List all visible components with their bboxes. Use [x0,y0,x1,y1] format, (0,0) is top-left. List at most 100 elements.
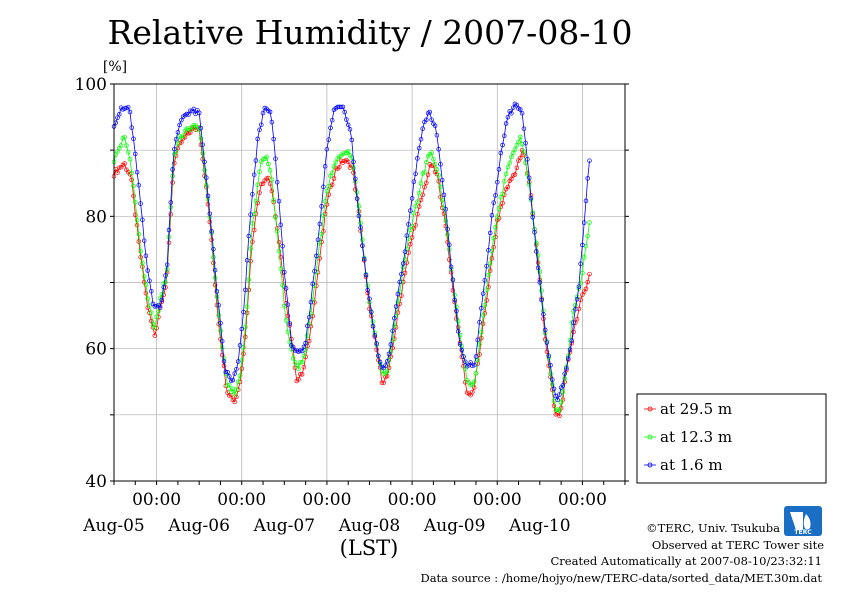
data-point [424,180,429,186]
data-point [243,324,248,330]
data-point [395,310,401,315]
data-point [532,230,537,235]
data-point [386,365,392,371]
source-text: Data source : /home/hojyo/new/TERC-data/… [420,571,822,585]
data-point [388,342,394,347]
data-point [149,318,154,324]
x-tick-date-label: Aug-08 [338,516,400,536]
data-point [562,371,567,376]
data-point [232,392,237,397]
data-point [479,335,484,341]
data-point [202,159,207,165]
data-point [539,297,544,303]
data-point [237,373,243,378]
data-point [422,184,427,190]
legend-swatch-marker [647,462,653,468]
data-point [299,348,305,354]
data-point [241,344,246,350]
data-point [523,140,528,146]
data-point [585,233,590,239]
terc-logo: TERC [784,506,822,536]
data-point [321,213,326,218]
data-point [175,141,181,146]
data-point [434,167,440,172]
data-point [583,286,589,292]
data-point [184,111,189,117]
data-point [188,130,193,135]
data-point [438,162,443,167]
legend-swatch-marker [647,406,653,412]
data-point [500,191,505,197]
data-point [434,132,440,138]
data-point [544,340,550,345]
data-point [337,164,342,170]
data-point [212,275,218,280]
data-point [227,382,232,388]
data-point [390,345,395,351]
data-point [305,333,310,338]
data-point [283,286,289,291]
data-point [473,371,479,376]
data-point [356,213,362,219]
data-point [487,268,493,273]
y-axis: 40 60 80 100 [75,75,629,492]
data-point [381,380,386,385]
data-point [514,165,520,171]
data-point [438,184,443,189]
data-point [544,349,550,354]
data-point [248,212,253,217]
data-point [329,170,335,176]
chart-title: Relative Humidity / 2007-08-10 [108,13,633,52]
data-point [404,233,410,238]
data-point [179,117,184,123]
data-point [246,233,252,239]
data-point [342,109,347,115]
data-point [223,369,229,375]
data-point [301,364,307,370]
data-point [402,257,408,262]
data-point [519,110,525,116]
data-point [377,359,383,365]
data-point [269,188,275,194]
x-tick-date-label: Aug-10 [508,516,570,536]
copyright-text: ©TERC, Univ. Tsukuba [646,521,780,535]
data-point [493,224,498,230]
data-point [331,164,337,169]
data-point [581,220,587,225]
data-point [253,158,259,163]
data-point [314,253,319,259]
data-point [129,170,134,176]
data-point [484,263,489,269]
data-point [347,127,353,132]
data-point [290,344,296,350]
data-point [175,130,181,135]
data-point [152,325,158,331]
data-point [363,272,369,278]
data-point [507,160,512,166]
data-point [558,400,564,405]
data-point [358,225,363,230]
data-point [574,297,580,302]
logo-mark [790,512,803,530]
data-point [482,302,488,308]
data-point [138,201,143,206]
data-point [360,243,365,248]
data-point [581,255,587,260]
data-point [567,347,573,352]
data-point [409,196,415,201]
data-point [548,363,553,368]
data-point [267,168,273,173]
data-point [525,157,530,162]
data-point [345,159,351,165]
data-point [457,342,463,347]
y-tick-label: 60 [85,340,107,360]
data-point [479,329,484,335]
data-point [471,362,477,368]
data-point [312,268,317,274]
data-point [411,179,417,184]
data-point [415,156,420,161]
data-point [278,254,284,260]
data-point [548,371,553,376]
data-point [392,315,397,321]
data-point [384,369,390,374]
